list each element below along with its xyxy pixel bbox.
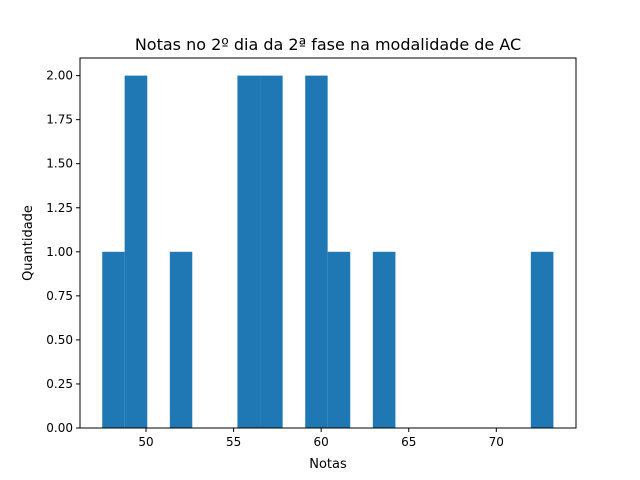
y-tick-label: 0.75 bbox=[46, 289, 73, 303]
histogram-bar bbox=[237, 75, 261, 428]
histogram-bar bbox=[260, 75, 283, 428]
y-tick-label: 1.00 bbox=[46, 245, 73, 259]
chart-title: Notas no 2º dia da 2ª fase na modalidade… bbox=[135, 35, 521, 54]
histogram-bar bbox=[372, 251, 396, 428]
y-tick-label: 0.25 bbox=[46, 377, 73, 391]
x-tick-label: 65 bbox=[401, 435, 416, 449]
y-tick-label: 0.00 bbox=[46, 421, 73, 435]
histogram-bar bbox=[102, 251, 125, 428]
y-tick-label: 1.25 bbox=[46, 201, 73, 215]
x-tick-label: 70 bbox=[489, 435, 504, 449]
histogram-bar bbox=[530, 251, 554, 428]
y-tick-label: 2.00 bbox=[46, 69, 73, 83]
histogram-bar bbox=[327, 251, 351, 428]
x-axis-label: Notas bbox=[309, 457, 347, 472]
plot-frame bbox=[79, 57, 577, 429]
x-tick-label: 60 bbox=[314, 435, 329, 449]
y-tick-label: 1.75 bbox=[46, 113, 73, 127]
x-tick-label: 55 bbox=[226, 435, 241, 449]
y-axis-ticks: 0.00 0.25 0.50 0.75 1.00 1.25 1.50 1.75 2.00 bbox=[46, 69, 80, 435]
x-axis-ticks: 50 55 60 65 70 bbox=[138, 428, 504, 449]
y-axis-label: Quantidade bbox=[21, 205, 36, 281]
histogram-bar bbox=[305, 75, 328, 428]
bars-group bbox=[102, 75, 554, 428]
histogram-bar bbox=[124, 75, 148, 428]
y-tick-label: 1.50 bbox=[46, 157, 73, 171]
y-tick-label: 0.50 bbox=[46, 333, 73, 347]
x-tick-label: 50 bbox=[138, 435, 153, 449]
histogram-bar bbox=[169, 251, 193, 428]
